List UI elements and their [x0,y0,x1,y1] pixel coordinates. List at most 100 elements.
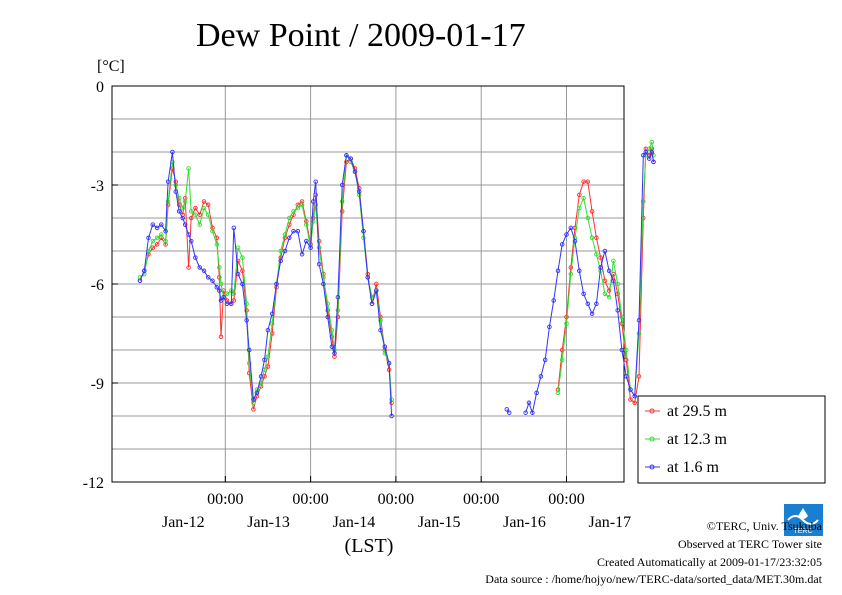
data-point [235,271,241,277]
data-point [568,225,574,231]
data-point [304,222,309,227]
data-point [325,314,330,320]
data-point [170,149,175,155]
data-point [186,232,191,237]
data-point [269,331,275,336]
data-point [188,215,194,221]
data-point [274,281,279,287]
data-point [205,212,211,217]
data-point [551,298,556,303]
data-point [594,252,599,257]
drop-icon [798,508,808,519]
data-point [310,219,316,224]
y-axis-label: [°C] [97,58,125,75]
data-point [321,281,326,287]
data-point [568,271,574,277]
data-point [585,179,591,184]
y-tick-label: -9 [91,376,104,393]
data-point [559,242,565,247]
data-point [295,228,301,234]
data-point [186,265,191,270]
series-group [137,139,656,419]
data-point [214,242,220,247]
data-point [291,228,296,234]
data-point [173,189,179,194]
x-tick-date-label: Jan-16 [503,514,546,531]
data-point [335,294,341,300]
data-point [210,278,215,283]
data-point [278,258,283,264]
data-point [269,321,275,326]
data-point [339,199,345,204]
data-point [332,351,337,356]
y-axis-ticks: 0 -3 -6 -9 -12 [83,79,118,492]
data-point [163,228,168,234]
x-tick-date-label: Jan-17 [588,514,631,531]
data-point [287,215,292,221]
data-point [352,169,358,175]
data-point [559,357,565,363]
data-point [240,268,245,274]
data-point [235,258,241,264]
data-point [313,202,318,208]
data-point [646,156,652,161]
data-point [287,235,292,241]
data-point [205,202,211,208]
data-point [282,232,288,237]
data-point [632,400,637,406]
data-point [602,248,608,254]
data-point [159,232,164,237]
data-point [619,347,625,353]
data-point [278,248,283,254]
data-point [150,238,156,244]
data-point [265,327,271,333]
data-point [154,235,160,241]
data-point [244,318,249,323]
site-text: Observed at TERC Tower site [678,537,822,551]
data-point [585,301,591,307]
data-point [316,261,322,267]
data-point [246,360,252,366]
data-point [348,156,353,161]
data-point [231,298,237,303]
data-point [538,374,544,379]
data-point [374,281,379,287]
data-point [649,149,655,155]
data-point [150,222,156,227]
data-point [150,245,156,250]
data-point [182,199,188,204]
data-point [611,258,616,264]
y-tick-label: -3 [91,178,104,195]
data-point [382,344,388,349]
data-point [602,291,608,297]
data-point [254,390,260,396]
x-tick-date-label: Jan-12 [162,514,205,531]
data-point [564,232,569,237]
data-point [602,278,608,283]
x-tick-time-label: 00:00 [207,491,243,508]
series-line [525,150,654,415]
data-point [299,202,305,208]
data-point [258,374,264,379]
data-point [240,281,245,287]
data-point [649,139,655,145]
data-point [176,209,182,214]
chart-title: Dew Point / 2009-01-17 [196,17,526,54]
data-point [182,222,188,227]
copyright-text: ©TERC, Univ. Tsukuba [707,519,823,533]
series-line [557,146,654,404]
data-point [641,153,646,158]
data-point [265,364,271,369]
x-axis-ticks: 00:00Jan-1200:00Jan-1300:00Jan-1400:00Ja… [162,476,631,531]
data-point [641,199,646,204]
data-point [564,321,569,326]
data-point [568,265,574,270]
data-point [619,314,625,320]
data-point [361,228,366,234]
data-point [651,159,656,165]
data-point [154,225,160,231]
data-point [651,153,656,158]
data-point [163,238,168,244]
series-line [557,141,654,398]
data-point [369,301,375,307]
